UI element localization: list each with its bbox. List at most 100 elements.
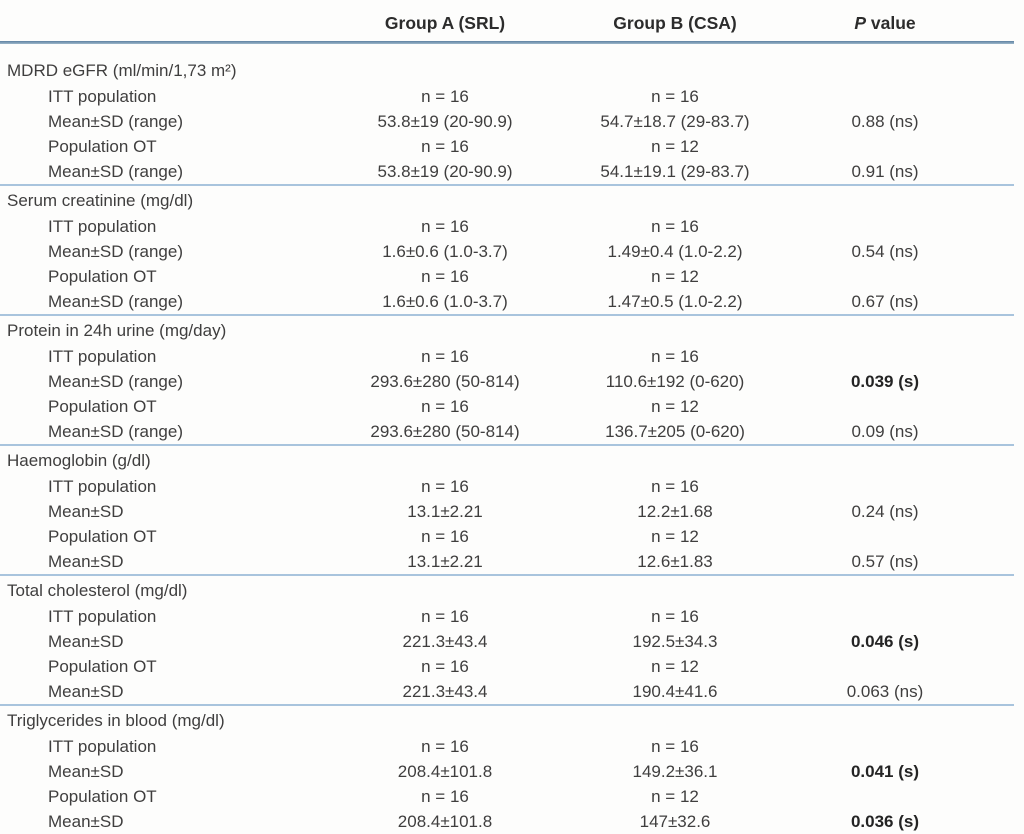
row-label: Mean±SD (range) [48, 112, 183, 131]
p-value-label: value [870, 12, 916, 33]
section-title-row: Serum creatinine (mg/dl) [0, 186, 1014, 214]
table-body: MDRD eGFR (ml/min/1,73 m²) ITT population… [0, 44, 1014, 834]
group-a-value: 293.6±280 (50-814) [370, 422, 520, 441]
row-label: Population OT [48, 267, 157, 286]
p-value: 0.063 (ns) [846, 682, 924, 701]
table-row: Population OT n = 16 n = 12 [0, 394, 1014, 419]
group-b-value: 1.49±0.4 (1.0-2.2) [607, 242, 743, 261]
table-row: Mean±SD (range) 53.8±19 (20-90.9) 54.7±18.… [0, 109, 1014, 134]
group-b-value: 12.2±1.68 [637, 502, 713, 521]
row-label: ITT population [48, 347, 157, 366]
group-b-value: n = 12 [651, 267, 699, 286]
section-1: MDRD eGFR (ml/min/1,73 m²) ITT population… [0, 44, 1014, 186]
group-b-value: n = 12 [651, 787, 699, 806]
group-b-value: 149.2±36.1 [632, 762, 718, 781]
group-a-value: 293.6±280 (50-814) [370, 372, 520, 391]
row-label: Mean±SD (range) [48, 242, 183, 261]
group-b-value: 54.1±19.1 (29-83.7) [600, 162, 750, 181]
section-title-row: Triglycerides in blood (mg/dl) [0, 706, 1014, 734]
group-b-value: n = 16 [651, 477, 699, 496]
section-title-row: MDRD eGFR (ml/min/1,73 m²) [0, 56, 1014, 84]
row-label: Mean±SD (range) [48, 162, 183, 181]
table-row: Population OT n = 16 n = 12 [0, 134, 1014, 159]
p-value: 0.91 (ns) [851, 162, 919, 181]
table-row: Mean±SD 221.3±43.4 190.4±41.6 0.063 (ns) [0, 679, 1014, 704]
header-rule [0, 41, 1014, 44]
table-row: Mean±SD 208.4±101.8 147±32.6 0.036 (s) [0, 809, 1014, 834]
p-value: 0.57 (ns) [851, 552, 919, 571]
p-value: 0.67 (ns) [851, 292, 919, 311]
table-row: Mean±SD (range) 1.6±0.6 (1.0-3.7) 1.47±0.5… [0, 289, 1014, 314]
group-a-value: n = 16 [421, 527, 469, 546]
table-row: Population OT n = 16 n = 12 [0, 784, 1014, 809]
p-value: 0.041 (s) [850, 762, 920, 781]
section-3: Protein in 24h urine (mg/day) ITT populat… [0, 316, 1014, 446]
table-row: Mean±SD 221.3±43.4 192.5±34.3 0.046 (s) [0, 629, 1014, 654]
row-label: Population OT [48, 787, 157, 806]
table-row: ITT population n = 16 n = 16 [0, 84, 1014, 109]
group-a-value: n = 16 [421, 477, 469, 496]
table-row: Mean±SD 13.1±2.21 12.6±1.83 0.57 (ns) [0, 549, 1014, 574]
section-2: Serum creatinine (mg/dl) ITT population n … [0, 186, 1014, 316]
section-6: Triglycerides in blood (mg/dl) ITT popula… [0, 706, 1014, 834]
table-row: Mean±SD (range) 293.6±280 (50-814) 110.6±1… [0, 369, 1014, 394]
group-a-value: n = 16 [421, 397, 469, 416]
row-label: ITT population [48, 737, 157, 756]
row-label: Population OT [48, 657, 157, 676]
group-b-value: n = 16 [651, 737, 699, 756]
row-label: Mean±SD (range) [48, 292, 183, 311]
group-a-value: 13.1±2.21 [407, 552, 483, 571]
p-value: 0.046 (s) [850, 632, 920, 651]
table-row: Population OT n = 16 n = 12 [0, 264, 1014, 289]
row-label: Mean±SD [48, 552, 124, 571]
group-b-value: n = 16 [651, 607, 699, 626]
group-a-value: 53.8±19 (20-90.9) [377, 162, 513, 181]
group-a-value: n = 16 [421, 607, 469, 626]
p-value: 0.036 (s) [850, 812, 920, 831]
table-row: ITT population n = 16 n = 16 [0, 474, 1014, 499]
group-a-value: n = 16 [421, 217, 469, 236]
section-title: Triglycerides in blood (mg/dl) [7, 710, 225, 730]
group-a-value: 221.3±43.4 [402, 682, 488, 701]
group-b-value: n = 16 [651, 347, 699, 366]
row-label: Mean±SD [48, 682, 124, 701]
group-b-value: 136.7±205 (0-620) [605, 422, 745, 441]
row-label: Mean±SD [48, 502, 124, 521]
p-value: 0.88 (ns) [851, 112, 919, 131]
row-label: Population OT [48, 397, 157, 416]
section-title: Protein in 24h urine (mg/day) [7, 320, 227, 340]
section-title: Haemoglobin (g/dl) [7, 450, 151, 470]
group-a-value: 208.4±101.8 [397, 812, 493, 831]
group-a-value: n = 16 [421, 347, 469, 366]
section-title-row: Protein in 24h urine (mg/day) [0, 316, 1014, 344]
table-row: Mean±SD (range) 1.6±0.6 (1.0-3.7) 1.49±0.4… [0, 239, 1014, 264]
p-value: 0.54 (ns) [851, 242, 919, 261]
table-row: Mean±SD 208.4±101.8 149.2±36.1 0.041 (s) [0, 759, 1014, 784]
row-label: Population OT [48, 137, 157, 156]
table-row: ITT population n = 16 n = 16 [0, 604, 1014, 629]
group-b-value: n = 12 [651, 397, 699, 416]
group-a-value: 1.6±0.6 (1.0-3.7) [382, 292, 508, 311]
group-b-value: 192.5±34.3 [632, 632, 718, 651]
section-title: Total cholesterol (mg/dl) [7, 580, 188, 600]
group-a-value: n = 16 [421, 737, 469, 756]
row-label: ITT population [48, 217, 157, 236]
table-row: ITT population n = 16 n = 16 [0, 344, 1014, 369]
section-title-row: Total cholesterol (mg/dl) [0, 576, 1014, 604]
group-b-value: 147±32.6 [639, 812, 711, 831]
p-value: 0.24 (ns) [851, 502, 919, 521]
group-b-value: n = 16 [651, 217, 699, 236]
table-row: ITT population n = 16 n = 16 [0, 734, 1014, 759]
section-title: Serum creatinine (mg/dl) [7, 190, 194, 210]
group-a-value: 221.3±43.4 [402, 632, 488, 651]
row-label: Mean±SD [48, 762, 124, 781]
table-row: Population OT n = 16 n = 12 [0, 654, 1014, 679]
group-b-value: 190.4±41.6 [632, 682, 718, 701]
group-b-value: 110.6±192 (0-620) [605, 372, 745, 391]
group-a-value: n = 16 [421, 267, 469, 286]
group-a-value: 53.8±19 (20-90.9) [377, 112, 513, 131]
group-b-value: n = 12 [651, 137, 699, 156]
